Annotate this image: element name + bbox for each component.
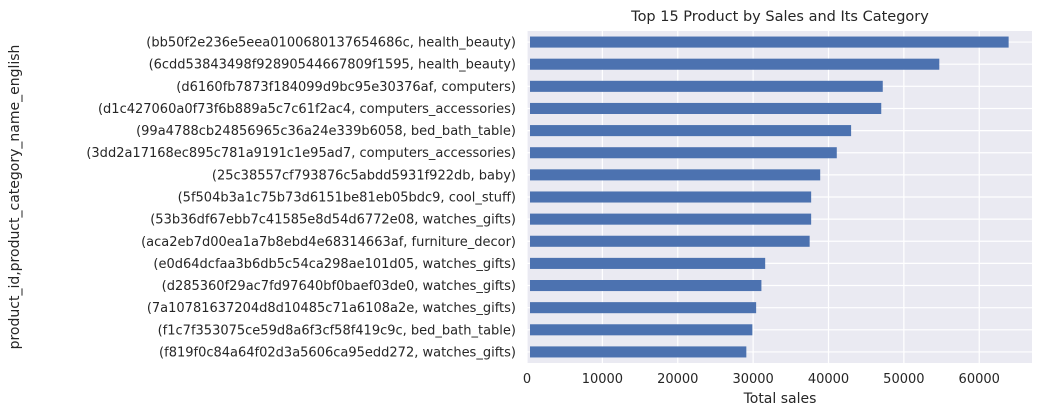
bar: [530, 169, 821, 181]
bar: [530, 280, 762, 292]
bar: [530, 191, 812, 203]
y-tick-label: (5f504b3a1c75b73d6151be81eb05bdc9, cool_…: [178, 191, 516, 206]
bar: [530, 324, 753, 336]
y-tick-label: (d1c427060a0f73f6b889a5c7c61f2ac4, compu…: [98, 102, 516, 117]
y-tick-labels: (bb50f2e236e5eea0100680137654686c, healt…: [86, 36, 516, 361]
y-tick-label: (aca2eb7d00ea1a7b8ebd4e68314663af, furni…: [141, 235, 516, 250]
x-tick-labels: 0 10000 20000 30000 40000 50000 60000: [523, 372, 1000, 387]
x-axis-label: Total sales: [743, 391, 817, 407]
bar: [530, 125, 852, 137]
x-tick-label: 60000: [959, 372, 1000, 387]
y-tick-label: (99a4788cb24856965c36a24e339b6058, bed_b…: [136, 124, 516, 139]
bar: [530, 235, 810, 247]
y-tick-label: (53b36df67ebb7c41585e8d54d6772e08, watch…: [150, 213, 516, 228]
bar: [530, 147, 837, 159]
bar: [530, 257, 766, 269]
x-tick-label: 10000: [582, 372, 623, 387]
y-tick-label: (f1c7f353075ce59d8a6f3cf58f419c9c, bed_b…: [158, 323, 516, 338]
bars: [530, 36, 1009, 358]
y-tick-label: (3dd2a17168ec895c781a9191c1e95ad7, compu…: [86, 146, 516, 161]
y-tick-label: (e0d64dcfaa3b6db5c54ca298ae101d05, watch…: [153, 257, 516, 272]
chart-title: Top 15 Product by Sales and Its Category: [630, 9, 929, 25]
x-tick-label: 30000: [732, 372, 773, 387]
x-tick-label: 40000: [808, 372, 849, 387]
y-tick-label: (25c38557cf793876c5abdd5931f922db, baby): [212, 168, 516, 183]
bar: [530, 80, 883, 92]
y-tick-label: (7a10781637204d8d10485c71a6108a2e, watch…: [147, 301, 516, 316]
bar: [530, 102, 882, 114]
y-tick-label: (bb50f2e236e5eea0100680137654686c, healt…: [146, 36, 516, 51]
bar: [530, 213, 812, 225]
x-tick-label: 50000: [883, 372, 924, 387]
bar: [530, 346, 747, 358]
y-tick-label: (6cdd53843498f92890544667809f1595, healt…: [149, 58, 516, 73]
bar: [530, 36, 1009, 48]
y-axis-label: product_id,product_category_name_english: [7, 45, 23, 350]
x-tick-label: 20000: [657, 372, 698, 387]
y-tick-label: (f819f0c84a64f02d3a5606ca95edd272, watch…: [159, 345, 516, 360]
y-tick-label: (d6160fb7873f184099d9bc95e30376af, compu…: [176, 80, 516, 95]
y-tick-label: (d285360f29ac7fd97640bf0baef03de0, watch…: [162, 279, 516, 294]
bar: [530, 302, 757, 314]
x-tick-label: 0: [523, 372, 531, 387]
bar: [530, 58, 940, 70]
